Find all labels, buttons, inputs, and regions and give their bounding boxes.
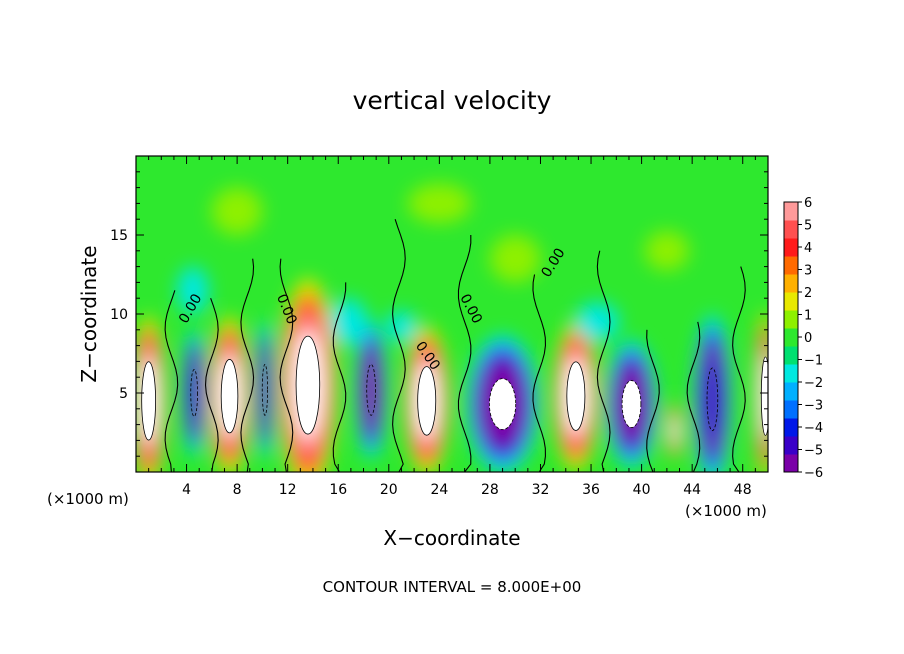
y-tick-label: 5 — [119, 386, 128, 402]
colorbar-tick-label: 3 — [804, 264, 812, 279]
field-cell — [407, 183, 471, 224]
field-cell — [177, 266, 209, 314]
x-tick-label: 48 — [734, 482, 752, 498]
contour-line-negative — [366, 363, 376, 416]
colorbar-tick-label: −5 — [804, 444, 823, 459]
x-tick-label: 32 — [532, 482, 550, 498]
field-cell — [575, 302, 620, 342]
contour-line-zero — [732, 266, 746, 472]
x-tick-label: 20 — [380, 482, 398, 498]
contour-line-zero — [279, 258, 294, 472]
field-cell-peak — [141, 361, 156, 441]
contour-line-negative — [190, 369, 198, 417]
colorbar-tick-label: −6 — [804, 466, 823, 481]
x-tick-label: 8 — [233, 482, 242, 498]
field-cell — [260, 355, 270, 425]
contour-line-zero — [392, 219, 406, 472]
contour-line-zero — [204, 298, 219, 472]
field-cell-peak — [295, 335, 321, 435]
field-cell-peak — [417, 366, 437, 436]
colorbar-swatch — [784, 292, 798, 311]
x-axis-label: X−coordinate — [383, 526, 521, 550]
contour-line-zero — [240, 258, 255, 472]
x-tick-label: 24 — [430, 482, 448, 498]
colorbar-swatch — [784, 238, 798, 257]
contour-line-zero — [457, 234, 472, 472]
field-cell-peak — [760, 356, 768, 436]
colorbar-swatch — [784, 436, 798, 455]
field-cell-peak — [566, 361, 586, 431]
contour-line-negative — [706, 367, 719, 432]
colorbar-swatch — [784, 202, 798, 221]
x-tick-label: 12 — [279, 482, 297, 498]
colorbar-swatch — [784, 220, 798, 239]
field-cell — [211, 187, 263, 235]
y-axis-label: Z−coordinate — [77, 245, 101, 383]
x-unit-label-left: (×1000 m) — [47, 490, 129, 508]
x-unit-label-right: (×1000 m) — [685, 502, 767, 520]
colorbar-tick-label: −4 — [804, 421, 823, 436]
colorbar-tick-label: 2 — [804, 286, 812, 301]
contour-line-zero — [532, 274, 546, 472]
colorbar-tick-label: −3 — [804, 399, 823, 414]
colorbar-tick-label: 5 — [804, 219, 812, 234]
colorbar-swatch — [784, 400, 798, 419]
colorbar-tick-label: 6 — [804, 196, 812, 211]
x-tick-label: 44 — [683, 482, 701, 498]
colorbar-tick-label: −2 — [804, 376, 823, 391]
y-tick-label: 10 — [110, 307, 128, 323]
colorbar-tick-label: −1 — [804, 354, 823, 369]
contour-line-zero — [646, 329, 660, 472]
contour-line-zero — [164, 290, 179, 472]
x-tick-label: 36 — [582, 482, 600, 498]
field-cell — [703, 356, 722, 442]
colorbar-tick-label: 0 — [804, 331, 812, 346]
field-cell — [363, 355, 379, 425]
x-tick-label: 40 — [633, 482, 651, 498]
y-tick-label: 15 — [110, 228, 128, 244]
chart-title: vertical velocity — [352, 86, 552, 115]
x-tick-label: 4 — [182, 482, 191, 498]
field-cell — [385, 310, 418, 343]
colorbar-swatch — [784, 418, 798, 437]
colorbar-swatch — [784, 256, 798, 275]
contour-interval-note: CONTOUR INTERVAL = 8.000E+00 — [322, 578, 582, 596]
contour-line-negative — [261, 363, 269, 416]
colorbar-swatch — [784, 328, 798, 347]
field-cell — [644, 231, 689, 271]
contour-line-zero — [596, 250, 611, 472]
field-blobs — [136, 183, 768, 472]
colorbar-swatch — [784, 364, 798, 383]
colorbar-swatch — [784, 310, 798, 329]
field-cell-peak — [220, 359, 239, 434]
x-tick-label: 28 — [481, 482, 499, 498]
colorbar-swatch — [784, 274, 798, 293]
colorbar-swatch — [784, 382, 798, 401]
colorbar-swatch — [784, 346, 798, 365]
colorbar-swatch — [784, 454, 798, 473]
field-cell — [329, 298, 368, 346]
colorbar: 6 5 4 3 2 1 0 −1 −2 −3 −4 −5 −6 — [783, 196, 823, 481]
colorbar-tick-label: 1 — [804, 309, 812, 324]
colorbar-tick-label: 4 — [804, 241, 812, 256]
field-cell — [489, 235, 541, 283]
x-tick-label: 16 — [329, 482, 347, 498]
contour-line-zero — [686, 321, 701, 472]
field-cell — [188, 361, 201, 425]
field-cell-trough — [489, 378, 517, 430]
contour-line-zero — [332, 282, 347, 472]
field-cell-trough — [621, 380, 642, 428]
field-cell — [670, 417, 679, 445]
plot-area — [136, 156, 768, 472]
